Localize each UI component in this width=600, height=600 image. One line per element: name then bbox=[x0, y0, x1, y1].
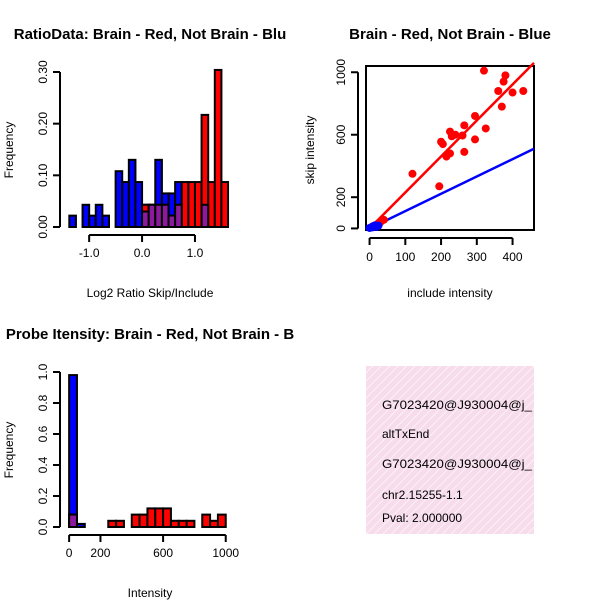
scatter-x-tick-label: 100 bbox=[395, 250, 415, 264]
ratio-hist-bar-purple-5 bbox=[174, 203, 183, 229]
scatter-point-red-16 bbox=[460, 121, 469, 130]
scatter-x-tick-label: 400 bbox=[503, 250, 523, 264]
probe-hist-bar-red-7 bbox=[162, 507, 172, 528]
probe-intensity-bars bbox=[68, 374, 227, 529]
info-location: chr2.15255-1.1 bbox=[382, 488, 463, 502]
scatter-point-red-19 bbox=[479, 66, 488, 75]
probe-hist-bar-red-9 bbox=[177, 519, 188, 528]
scatter-point-red-13 bbox=[451, 130, 460, 139]
probe-intensity-axes: 0 200 600 1000 0.0 0.2 0.4 0.6 0.8 1.0 bbox=[36, 363, 239, 560]
probe-hist-bar-red-11 bbox=[201, 513, 212, 528]
probe-hist-y-tick-label: 0.4 bbox=[36, 456, 50, 473]
ratio-histogram-panel: RatioData: Brain - Red, Not Brain - Blu … bbox=[2, 26, 286, 300]
probe-hist-y-tick-label: 0.8 bbox=[36, 394, 50, 411]
ratio-hist-y-tick-label: 0.00 bbox=[36, 215, 50, 239]
scatter-axes: 0 100 200 300 400 0 200 600 1000 bbox=[334, 59, 523, 264]
scatter-point-red-14 bbox=[458, 131, 467, 140]
probe-hist-y-tick-label: 0.6 bbox=[36, 425, 50, 442]
scatter-y-tick-label: 200 bbox=[334, 187, 348, 207]
scatter-x-tick-label: 300 bbox=[467, 250, 487, 264]
probe-hist-y-tick-label: 0.0 bbox=[36, 518, 50, 535]
scatter-point-red-20 bbox=[481, 124, 490, 133]
probe-hist-bar-red-12 bbox=[209, 519, 219, 528]
scatter-point-red-4 bbox=[379, 215, 388, 224]
scatter-y-tick-label: 0 bbox=[334, 225, 348, 232]
ratio-histogram-title: RatioData: Brain - Red, Not Brain - Blu bbox=[14, 26, 287, 43]
probe-intensity-panel: Probe Itensity: Brain - Red, Not Brain -… bbox=[2, 326, 294, 600]
scatter-y-tick-label: 600 bbox=[334, 124, 348, 144]
probe-hist-bar-red-5 bbox=[146, 507, 157, 528]
ratio-histogram-ylabel: Frequency bbox=[2, 122, 16, 179]
info-event-type: altTxEnd bbox=[382, 427, 429, 441]
scatter-point-blue-7 bbox=[374, 221, 383, 230]
scatter-point-red-8 bbox=[438, 140, 447, 149]
scatter-point-red-10 bbox=[446, 149, 454, 158]
ratio-hist-bar-red-11 bbox=[213, 68, 223, 228]
scatter-point-red-5 bbox=[408, 169, 417, 178]
ratio-hist-y-tick-label: 0.10 bbox=[36, 163, 50, 187]
scatter-fit-line-blue bbox=[369, 147, 535, 230]
probe-hist-y-tick-label: 1.0 bbox=[36, 363, 50, 380]
scatter-point-red-18 bbox=[471, 135, 480, 144]
ratio-hist-y-tick-label: 0.20 bbox=[36, 112, 50, 136]
ratio-histogram-axes: -1.0 0.0 1.0 0.00 0.10 0.20 0.30 bbox=[36, 60, 204, 260]
probe-intensity-title: Probe Itensity: Brain - Red, Not Brain -… bbox=[6, 326, 295, 343]
probe-hist-bar-red-8 bbox=[169, 519, 180, 528]
probe-hist-bar-red-6 bbox=[154, 507, 165, 528]
probe-hist-x-tick-label: 0 bbox=[66, 546, 73, 560]
probe-hist-bar-red-13 bbox=[216, 513, 227, 528]
probe-hist-bar-blue-1 bbox=[75, 522, 86, 529]
ratio-histogram-bars bbox=[68, 68, 230, 229]
probe-hist-x-tick-label: 600 bbox=[153, 546, 173, 560]
scatter-point-red-23 bbox=[499, 77, 508, 86]
probe-hist-bar-red-1 bbox=[107, 519, 118, 528]
probe-hist-x-tick-label: 1000 bbox=[212, 546, 239, 560]
scatter-point-red-25 bbox=[508, 88, 517, 97]
ratio-hist-bar-red-12 bbox=[220, 181, 230, 229]
scatter-point-red-17 bbox=[471, 111, 480, 120]
ratio-hist-x-tick-label: -1.0 bbox=[79, 246, 100, 260]
probe-intensity-ylabel: Frequency bbox=[2, 422, 16, 479]
info-panel-background bbox=[366, 366, 534, 534]
ratio-histogram-xlabel: Log2 Ratio Skip/Include bbox=[87, 286, 214, 300]
scatter-x-tick-label: 0 bbox=[366, 250, 373, 264]
scatter-point-red-15 bbox=[460, 147, 469, 156]
probe-hist-bar-blue-0 bbox=[68, 374, 78, 528]
ratio-hist-bar-blue-4 bbox=[101, 214, 111, 228]
ratio-hist-bar-blue-0 bbox=[68, 214, 77, 228]
scatter-y-tick-label: 1000 bbox=[334, 59, 348, 86]
scatter-point-red-24 bbox=[501, 71, 510, 80]
scatter-point-red-22 bbox=[497, 102, 506, 111]
info-gene-id-1: G7023420@J930004@j_ bbox=[382, 398, 532, 412]
probe-hist-bar-red-10 bbox=[185, 519, 196, 528]
intensity-scatter-panel: Brain - Red, Not Brain - Blue include in… bbox=[303, 26, 551, 300]
info-gene-id-2: G7023420@J930004@j_ bbox=[382, 457, 532, 471]
scatter-ylabel: skip intensity bbox=[303, 116, 317, 185]
scatter-title: Brain - Red, Not Brain - Blue bbox=[349, 26, 551, 43]
probe-hist-y-tick-label: 0.2 bbox=[36, 487, 50, 504]
probe-intensity-xlabel: Intensity bbox=[128, 586, 173, 600]
ratio-hist-x-tick-label: 1.0 bbox=[187, 246, 204, 260]
scatter-fit-line-red bbox=[368, 61, 535, 230]
scatter-point-red-21 bbox=[494, 86, 503, 95]
probe-hist-bar-red-4 bbox=[138, 513, 149, 528]
probe-hist-bar-purple-0 bbox=[68, 513, 78, 528]
probe-hist-bar-red-2 bbox=[115, 519, 125, 528]
scatter-marks bbox=[365, 61, 535, 232]
ratio-hist-x-tick-label: 0.0 bbox=[134, 246, 151, 260]
info-pval: Pval: 2.000000 bbox=[382, 511, 462, 525]
ratio-hist-y-tick-label: 0.30 bbox=[36, 60, 50, 84]
scatter-plot-frame bbox=[365, 65, 535, 231]
scatter-point-red-6 bbox=[435, 182, 444, 191]
scatter-x-tick-label: 200 bbox=[431, 250, 451, 264]
scatter-point-red-26 bbox=[519, 86, 528, 95]
scatter-xlabel: include intensity bbox=[407, 286, 492, 300]
ratio-hist-bar-purple-6 bbox=[200, 203, 210, 229]
info-panel: G7023420@J930004@j_ altTxEnd G7023420@J9… bbox=[366, 366, 534, 534]
probe-hist-bar-red-3 bbox=[130, 513, 141, 528]
probe-hist-x-tick-label: 200 bbox=[90, 546, 110, 560]
